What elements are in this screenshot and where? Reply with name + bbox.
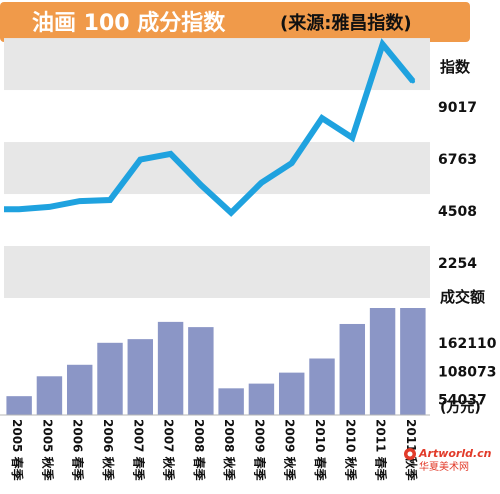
- index-point: [228, 210, 234, 215]
- grid-band: [4, 142, 430, 195]
- index-axis-label: 指数: [440, 58, 471, 76]
- season-label: 2005 秋季: [40, 419, 55, 482]
- index-point: [319, 115, 325, 121]
- turnover-bar: [309, 358, 335, 415]
- season-label: 2008 春季: [192, 419, 207, 482]
- season-label: 2006 春季: [71, 419, 86, 482]
- turnover-bar: [157, 321, 184, 415]
- turnover-bar: [218, 388, 244, 415]
- chart-source: (来源:雅昌指数): [280, 12, 412, 34]
- index-tick-label: 9017: [438, 100, 477, 116]
- season-label: 2007 秋季: [162, 419, 177, 482]
- index-tick-label: 4508: [438, 204, 477, 220]
- chart-title: 油画 100 成分指数: [32, 10, 226, 36]
- watermark-logo: Artworld.cn 华夏美术网: [404, 447, 492, 472]
- value-axis-label: 成交额: [440, 288, 485, 306]
- index-tick-label: 6763: [438, 152, 477, 168]
- index-point: [259, 180, 264, 185]
- index-point: [47, 204, 52, 210]
- turnover-bar: [66, 364, 93, 415]
- season-label: 2006 秋季: [101, 419, 116, 482]
- watermark-site: Artworld.cn: [418, 447, 492, 460]
- season-label: 2009 秋季: [283, 419, 298, 482]
- index-point: [198, 182, 204, 188]
- season-label: 2011 春季: [374, 419, 389, 482]
- index-point: [410, 79, 416, 84]
- turnover-bar: [127, 339, 154, 415]
- turnover-bar: [97, 342, 123, 415]
- index-point: [350, 135, 355, 140]
- turnover-bar: [369, 308, 396, 415]
- turnover-bar: [36, 376, 63, 415]
- index-point: [168, 151, 173, 157]
- turnover-bar: [188, 327, 214, 415]
- turnover-bar: [278, 372, 305, 415]
- value-unit-label: (万元): [440, 400, 481, 416]
- header-bar: [0, 2, 470, 42]
- season-label: 2008 秋季: [222, 419, 237, 482]
- index-point: [289, 160, 294, 166]
- index-point: [138, 157, 143, 162]
- turnover-bar: [400, 308, 426, 415]
- grid-band: [4, 38, 430, 91]
- season-label: 2009 春季: [252, 419, 267, 482]
- season-label: 2010 春季: [313, 419, 328, 482]
- season-label: 2010 秋季: [343, 419, 358, 482]
- index-point: [380, 42, 385, 47]
- season-label: 2007 春季: [131, 419, 146, 482]
- watermark-name: 华夏美术网: [419, 460, 469, 472]
- index-point: [77, 198, 82, 204]
- turnover-tick-label: 162110: [438, 336, 497, 352]
- turnover-bar: [248, 383, 275, 415]
- turnover-tick-label: 108073: [438, 364, 496, 380]
- index-point: [16, 207, 22, 212]
- turnover-tick-label: 54037: [438, 393, 487, 409]
- turnover-bar: [339, 323, 366, 415]
- artworld-logo-icon: [404, 448, 416, 460]
- turnover-bar: [6, 396, 32, 415]
- season-label: 2005 春季: [10, 419, 25, 482]
- index-point: [107, 197, 113, 203]
- index-tick-label: 2254: [438, 256, 477, 272]
- grid-band: [4, 246, 430, 298]
